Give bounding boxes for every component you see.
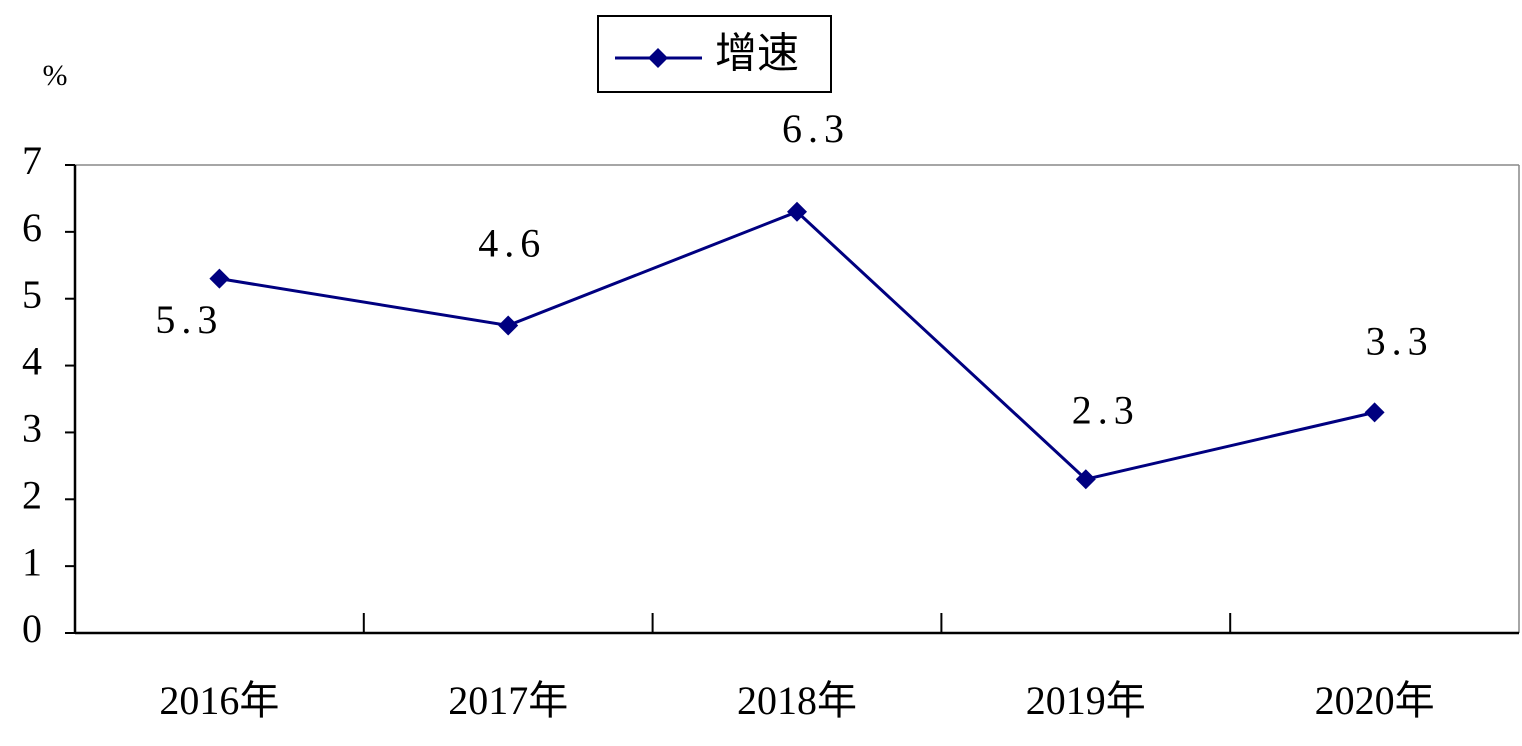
y-tick-label: 3 xyxy=(22,406,42,451)
x-tick-label: 2020年 xyxy=(1315,678,1435,723)
legend-marker xyxy=(648,48,668,68)
y-tick-label: 0 xyxy=(22,606,42,651)
y-tick-label: 4 xyxy=(22,339,42,384)
legend-label: 增速 xyxy=(715,32,799,78)
y-axis-label: % xyxy=(43,59,68,92)
point xyxy=(787,201,807,222)
x-tick-label: 2016年 xyxy=(159,678,279,723)
y-tick-label: 5 xyxy=(22,272,42,317)
data-label: 4.6 xyxy=(478,221,546,266)
y-tick-label: 1 xyxy=(22,539,42,584)
legend-box xyxy=(597,15,832,93)
point xyxy=(498,315,519,336)
x-tick-label: 2019年 xyxy=(1026,678,1146,723)
y-tick-label: 7 xyxy=(22,138,42,183)
data-label: 5.3 xyxy=(155,297,223,342)
y-tick-label: 6 xyxy=(22,205,42,250)
data-label: 6.3 xyxy=(782,106,850,151)
y-tick-label: 2 xyxy=(22,472,42,517)
point xyxy=(1364,402,1385,423)
x-tick-label: 2018年 xyxy=(737,678,857,723)
point xyxy=(1075,469,1096,490)
data-label: 2.3 xyxy=(1072,387,1140,432)
data-label: 3.3 xyxy=(1366,319,1434,364)
x-tick-label: 2017年 xyxy=(448,678,568,723)
point xyxy=(209,268,230,289)
